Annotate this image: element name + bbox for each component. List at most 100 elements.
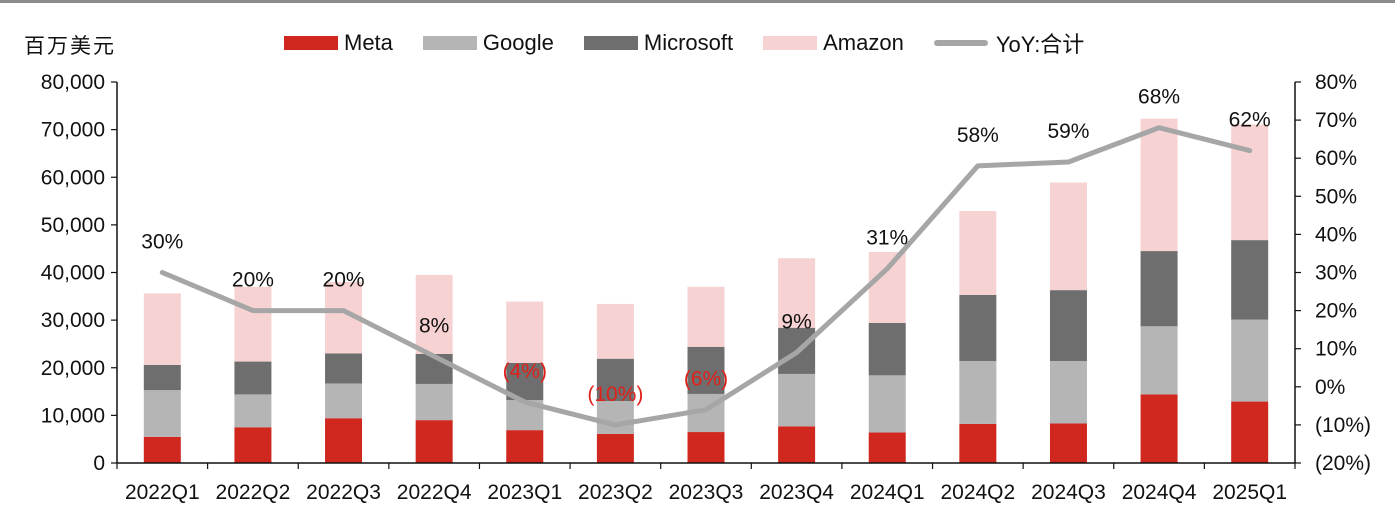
yoy-data-label: 68%	[1138, 86, 1180, 109]
bar-microsoft-2023q2	[596, 358, 634, 402]
right-tick-label: 0%	[1315, 376, 1345, 399]
left-tick-label: 20,000	[41, 357, 105, 380]
bar-google-2022q3	[325, 383, 363, 419]
bar-google-2023q4	[778, 373, 816, 427]
bar-meta-2023q4	[778, 426, 816, 463]
legend-line-yoy	[933, 40, 988, 46]
bar-amazon-2023q1	[506, 301, 544, 363]
left-tick-label: 0	[93, 452, 105, 475]
bar-google-2025q1	[1231, 319, 1269, 402]
bar-meta-2022q3	[325, 418, 363, 463]
x-tick-label: 2024Q4	[1122, 481, 1197, 504]
bar-google-2022q4	[415, 383, 453, 421]
bar-microsoft-2024q3	[1049, 290, 1087, 362]
top-rule	[0, 0, 1395, 3]
right-tick-label: 10%	[1315, 338, 1357, 361]
right-tick-label: 20%	[1315, 300, 1357, 323]
x-tick-label: 2023Q2	[578, 481, 653, 504]
right-tick-label: 70%	[1315, 109, 1357, 132]
bar-meta-2024q2	[959, 423, 997, 463]
yoy-data-label: (6%)	[684, 368, 728, 391]
right-tick-label: 30%	[1315, 262, 1357, 285]
right-tick-label: 80%	[1315, 71, 1357, 94]
right-tick-label: 50%	[1315, 185, 1357, 208]
right-tick-label: (10%)	[1315, 414, 1371, 437]
x-tick-label: 2024Q2	[940, 481, 1015, 504]
left-tick-label: 40,000	[41, 262, 105, 285]
bar-meta-2022q2	[234, 427, 272, 463]
x-tick-label: 2023Q3	[669, 481, 744, 504]
x-tick-label: 2024Q3	[1031, 481, 1106, 504]
legend-item-microsoft: Microsoft	[583, 30, 734, 56]
bar-google-2023q2	[596, 401, 634, 434]
right-tick-label: (20%)	[1315, 452, 1371, 475]
x-tick-label: 2022Q4	[397, 481, 472, 504]
legend-item-google: Google	[422, 30, 554, 56]
left-tick-label: 10,000	[41, 404, 105, 427]
yoy-data-label: 8%	[419, 314, 449, 337]
bar-meta-2025q1	[1231, 401, 1269, 463]
yoy-data-label: 62%	[1229, 109, 1271, 132]
yoy-data-label: 58%	[957, 124, 999, 147]
bar-microsoft-2022q3	[325, 353, 363, 384]
legend-label-microsoft: Microsoft	[643, 30, 734, 55]
yoy-data-label: 20%	[232, 269, 274, 292]
bar-meta-2024q4	[1140, 394, 1178, 463]
bar-amazon-2024q2	[959, 211, 997, 295]
legend-label-google: Google	[482, 30, 554, 55]
left-tick-label: 30,000	[41, 309, 105, 332]
bar-google-2024q3	[1049, 361, 1087, 424]
bar-google-2024q4	[1140, 326, 1178, 395]
bar-google-2024q1	[868, 375, 906, 433]
bar-meta-2023q2	[596, 433, 634, 463]
legend-label-amazon: Amazon	[823, 30, 904, 55]
yoy-line	[159, 125, 1253, 428]
bar-amazon-2022q4	[415, 274, 453, 354]
bar-google-2022q1	[143, 390, 181, 437]
legend-label-yoy: YoY:合计	[995, 32, 1085, 57]
bar-meta-2023q1	[506, 430, 544, 463]
legend-item-meta: Meta	[284, 30, 393, 56]
yoy-data-label: (4%)	[503, 360, 547, 383]
left-tick-label: 80,000	[41, 71, 105, 94]
bar-amazon-2025q1	[1231, 124, 1269, 241]
left-tick-label: 50,000	[41, 214, 105, 237]
yoy-data-label: (10%)	[587, 383, 643, 406]
yoy-data-label: 31%	[866, 227, 908, 250]
x-tick-label: 2023Q4	[759, 481, 834, 504]
legend-swatch-microsoft	[583, 36, 638, 50]
right-tick-label: 40%	[1315, 223, 1357, 246]
unit-label: 百万美元	[24, 34, 116, 58]
left-tick-label: 60,000	[41, 166, 105, 189]
legend-swatch-meta	[284, 36, 338, 50]
yoy-data-label: 59%	[1047, 120, 1089, 143]
legend-item-yoy: YoY:合计	[933, 27, 1085, 59]
bar-microsoft-2024q1	[868, 322, 906, 376]
bar-meta-2024q1	[868, 432, 906, 463]
legend-swatch-amazon	[763, 36, 818, 50]
bar-google-2022q2	[234, 394, 272, 428]
bar-amazon-2022q1	[143, 293, 181, 365]
bar-microsoft-2024q4	[1140, 251, 1178, 327]
bar-meta-2024q3	[1049, 423, 1087, 463]
yoy-data-label: 9%	[781, 311, 811, 334]
bar-meta-2022q1	[143, 436, 181, 463]
bar-microsoft-2022q2	[234, 361, 272, 395]
bar-amazon-2024q4	[1140, 118, 1178, 252]
legend-item-amazon: Amazon	[763, 30, 904, 56]
bar-google-2024q2	[959, 361, 997, 424]
yoy-data-label: 30%	[141, 231, 183, 254]
x-tick-label: 2025Q1	[1212, 481, 1287, 504]
bar-meta-2022q4	[415, 420, 453, 463]
bar-amazon-2024q3	[1049, 182, 1087, 291]
bar-amazon-2023q2	[596, 303, 634, 359]
bar-amazon-2023q4	[778, 258, 816, 328]
bar-meta-2023q3	[687, 432, 725, 463]
bar-microsoft-2025q1	[1231, 240, 1269, 320]
x-tick-label: 2022Q1	[125, 481, 200, 504]
x-tick-label: 2023Q1	[487, 481, 562, 504]
bar-microsoft-2022q1	[143, 364, 181, 391]
yoy-data-label: 20%	[323, 269, 365, 292]
bar-microsoft-2023q3	[687, 346, 725, 394]
